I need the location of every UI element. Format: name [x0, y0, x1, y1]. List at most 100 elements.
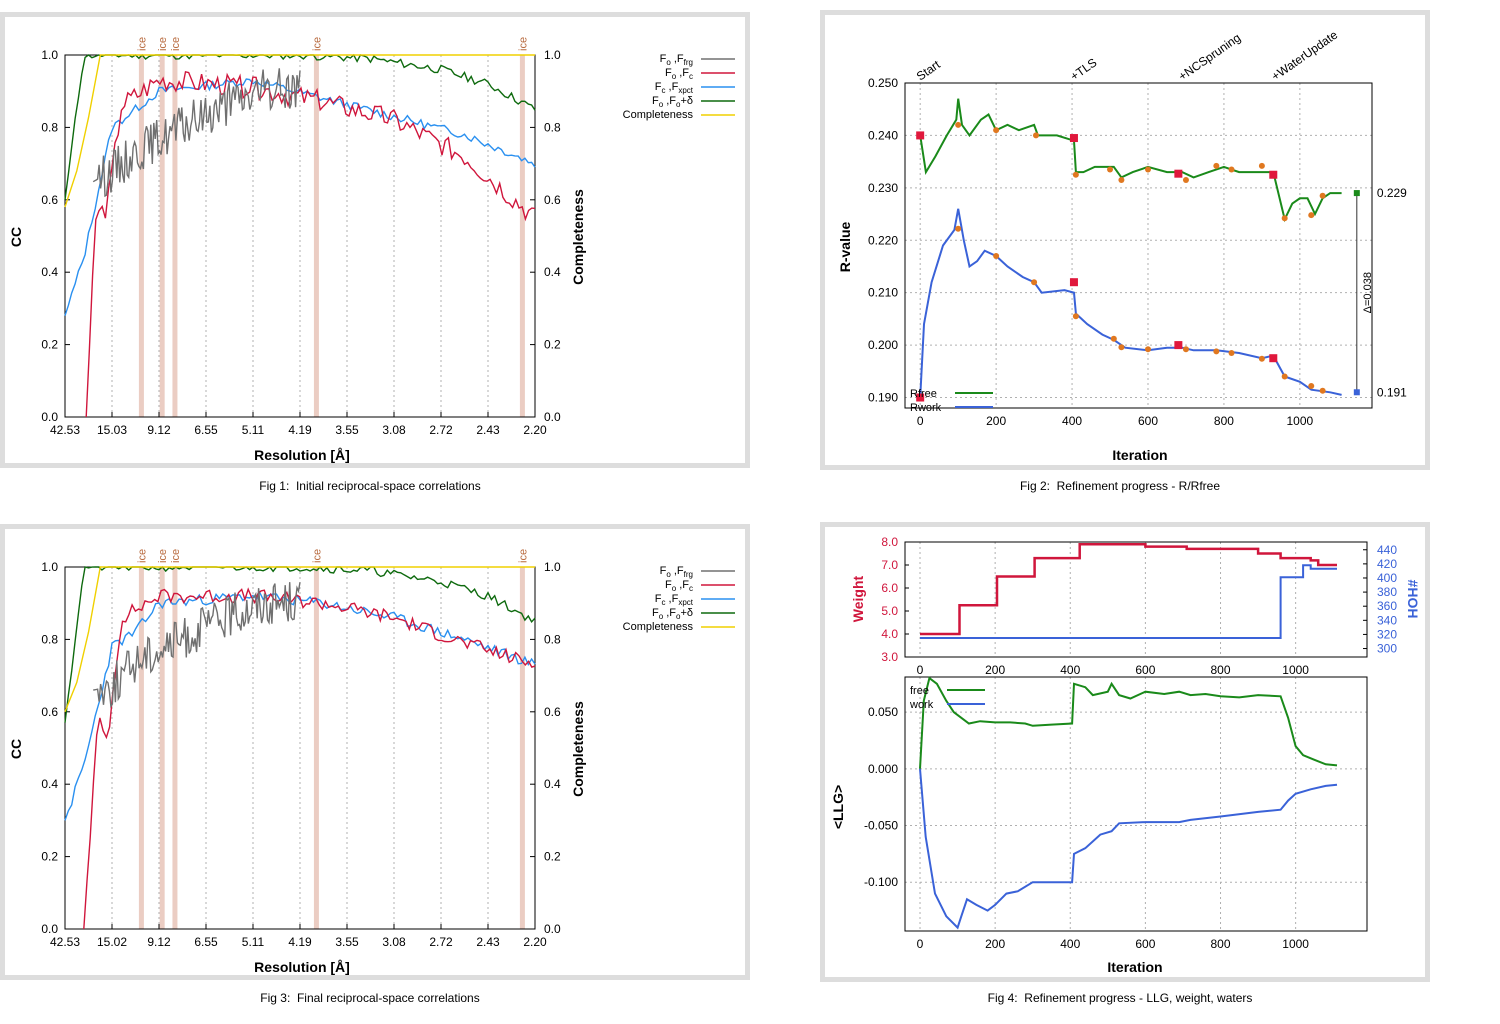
- marker-red: [916, 393, 925, 402]
- y-tick-label: 0.8: [41, 632, 58, 646]
- marker-red: [1174, 341, 1183, 350]
- end-marker-rfree: [1353, 190, 1360, 197]
- x-tick-label: 0: [917, 937, 924, 951]
- fig3-caption: Fig 3: Final reciprocal-space correlatio…: [260, 991, 480, 1005]
- series-line-hoh: [920, 564, 1337, 639]
- marker-orange: [1031, 279, 1038, 286]
- x-tick-label: 2.72: [429, 423, 453, 437]
- end-marker-rwork: [1353, 389, 1360, 396]
- stage-label: +NCSpruning: [1176, 30, 1243, 83]
- fig2-chart: 0 200 400 600 800 1000 0.190 0.200 0.210 0.220 0.2…: [837, 27, 1407, 463]
- y-tick-label: 0.6: [41, 193, 58, 207]
- legend-label-fo_ffrg: Fo ,Ffrg: [660, 565, 693, 579]
- marker-orange: [1213, 162, 1220, 169]
- marker-orange: [955, 225, 962, 232]
- delta-label: Δ=0.038: [1362, 272, 1374, 313]
- x-tick-label: 6.55: [194, 935, 218, 949]
- y2-tick-label: 1.0: [544, 560, 561, 574]
- y-tick-label: 1.0: [41, 560, 58, 574]
- marker-red: [916, 131, 925, 140]
- legend-label-rfree: Rfree: [910, 388, 937, 400]
- x-tick-label: 1000: [1282, 663, 1309, 677]
- stage-label: +WaterUpdate: [1269, 27, 1341, 83]
- y-tick-label: 0.0: [41, 922, 58, 936]
- marker-orange: [1110, 335, 1117, 342]
- ice-band: [159, 567, 165, 929]
- y-axis-label: R-value: [837, 222, 853, 273]
- ice-label: ice: [157, 37, 169, 51]
- marker-orange: [1308, 212, 1315, 219]
- series-line-fo_fo_delta: [64, 565, 536, 723]
- marker-orange: [1107, 166, 1114, 173]
- x-tick-label: 15.02: [97, 935, 127, 949]
- y2-tick-label: 0.6: [544, 705, 561, 719]
- y-tick-label: 0.2: [41, 338, 58, 352]
- marker-red: [1174, 169, 1183, 178]
- ice-label: ice: [517, 549, 529, 563]
- legend-label-fo_fo_delta: Fo ,Fo+δ: [652, 607, 693, 621]
- ice-label: ice: [517, 37, 529, 51]
- marker-orange: [1182, 346, 1189, 353]
- x-tick-label: 800: [1210, 663, 1230, 677]
- y-tick-label: -0.100: [864, 875, 898, 889]
- x-tick-label: 42.53: [50, 423, 80, 437]
- y-tick-label: 6.0: [881, 581, 898, 595]
- y-tick-label: 0.250: [868, 76, 898, 90]
- marker-orange: [1281, 373, 1288, 380]
- series-line-fo_fo_delta: [64, 53, 536, 200]
- marker-orange: [1213, 348, 1220, 355]
- marker-orange: [1258, 162, 1265, 169]
- y2-tick-label: 300: [1377, 642, 1397, 656]
- y-tick-label: 0.190: [868, 391, 898, 405]
- marker-orange: [1032, 132, 1039, 139]
- marker-orange: [1072, 313, 1079, 320]
- y-tick-label: 0.4: [41, 777, 58, 791]
- y-tick-label: 0.4: [41, 265, 58, 279]
- ice-label: ice: [170, 549, 182, 563]
- y2-tick-label: 0.0: [544, 922, 561, 936]
- x-tick-label: 9.12: [147, 935, 171, 949]
- x-tick-label: 4.19: [288, 423, 312, 437]
- x-axis-label: Iteration: [1112, 447, 1167, 463]
- y2-tick-label: 1.0: [544, 48, 561, 62]
- x-tick-label: 3.55: [335, 935, 359, 949]
- x-tick-label: 3.55: [335, 423, 359, 437]
- marker-red: [1269, 354, 1278, 363]
- y2-tick-label: 340: [1377, 613, 1397, 627]
- series-line-fo_ffrg: [93, 582, 301, 709]
- y-tick-label: 0.8: [41, 120, 58, 134]
- fig1-caption: Fig 1: Initial reciprocal-space correlat…: [259, 479, 481, 493]
- x-tick-label: 15.03: [97, 423, 127, 437]
- y-tick-label: 0.210: [868, 286, 898, 300]
- x-tick-label: 6.55: [194, 423, 218, 437]
- y2-axis-label: Completeness: [570, 189, 586, 285]
- x-tick-label: 400: [1060, 937, 1080, 951]
- x-tick-label: 600: [1138, 414, 1158, 428]
- y2-tick-label: 0.0: [544, 410, 561, 424]
- y-tick-label: 1.0: [41, 48, 58, 62]
- legend-label-fc_fxpct: Fc ,Fxpct: [655, 593, 694, 607]
- x-tick-label: 1000: [1282, 937, 1309, 951]
- y-tick-label: 0.0: [41, 410, 58, 424]
- y-axis-label: <LLG>: [830, 785, 846, 829]
- legend-label-rfree: free: [910, 685, 929, 697]
- fig4-panel: 0 200 400 600 800 1000 3.0 4.0 5.0 6.0 7.0 8.0 300 32…: [820, 522, 1430, 982]
- y2-tick-label: 0.2: [544, 850, 561, 864]
- marker-orange: [993, 252, 1000, 259]
- y-tick-label: 0.000: [868, 762, 898, 776]
- x-tick-label: 0: [917, 414, 924, 428]
- series-line-rfree: [919, 98, 1342, 223]
- x-tick-label: 2.72: [429, 935, 453, 949]
- marker-orange: [1281, 215, 1288, 222]
- x-tick-label: 4.19: [288, 935, 312, 949]
- ice-band: [172, 55, 178, 417]
- y2-tick-label: 0.6: [544, 193, 561, 207]
- x-tick-label: 0: [917, 663, 924, 677]
- series-line-rwork: [919, 208, 1342, 398]
- y-tick-label: 3.0: [881, 650, 898, 664]
- ice-band: [313, 567, 319, 929]
- final-rfree-label: 0.229: [1377, 186, 1407, 200]
- series-line-fo_fc: [83, 587, 536, 930]
- x-tick-label: 600: [1135, 663, 1155, 677]
- y-tick-label: 0.2: [41, 850, 58, 864]
